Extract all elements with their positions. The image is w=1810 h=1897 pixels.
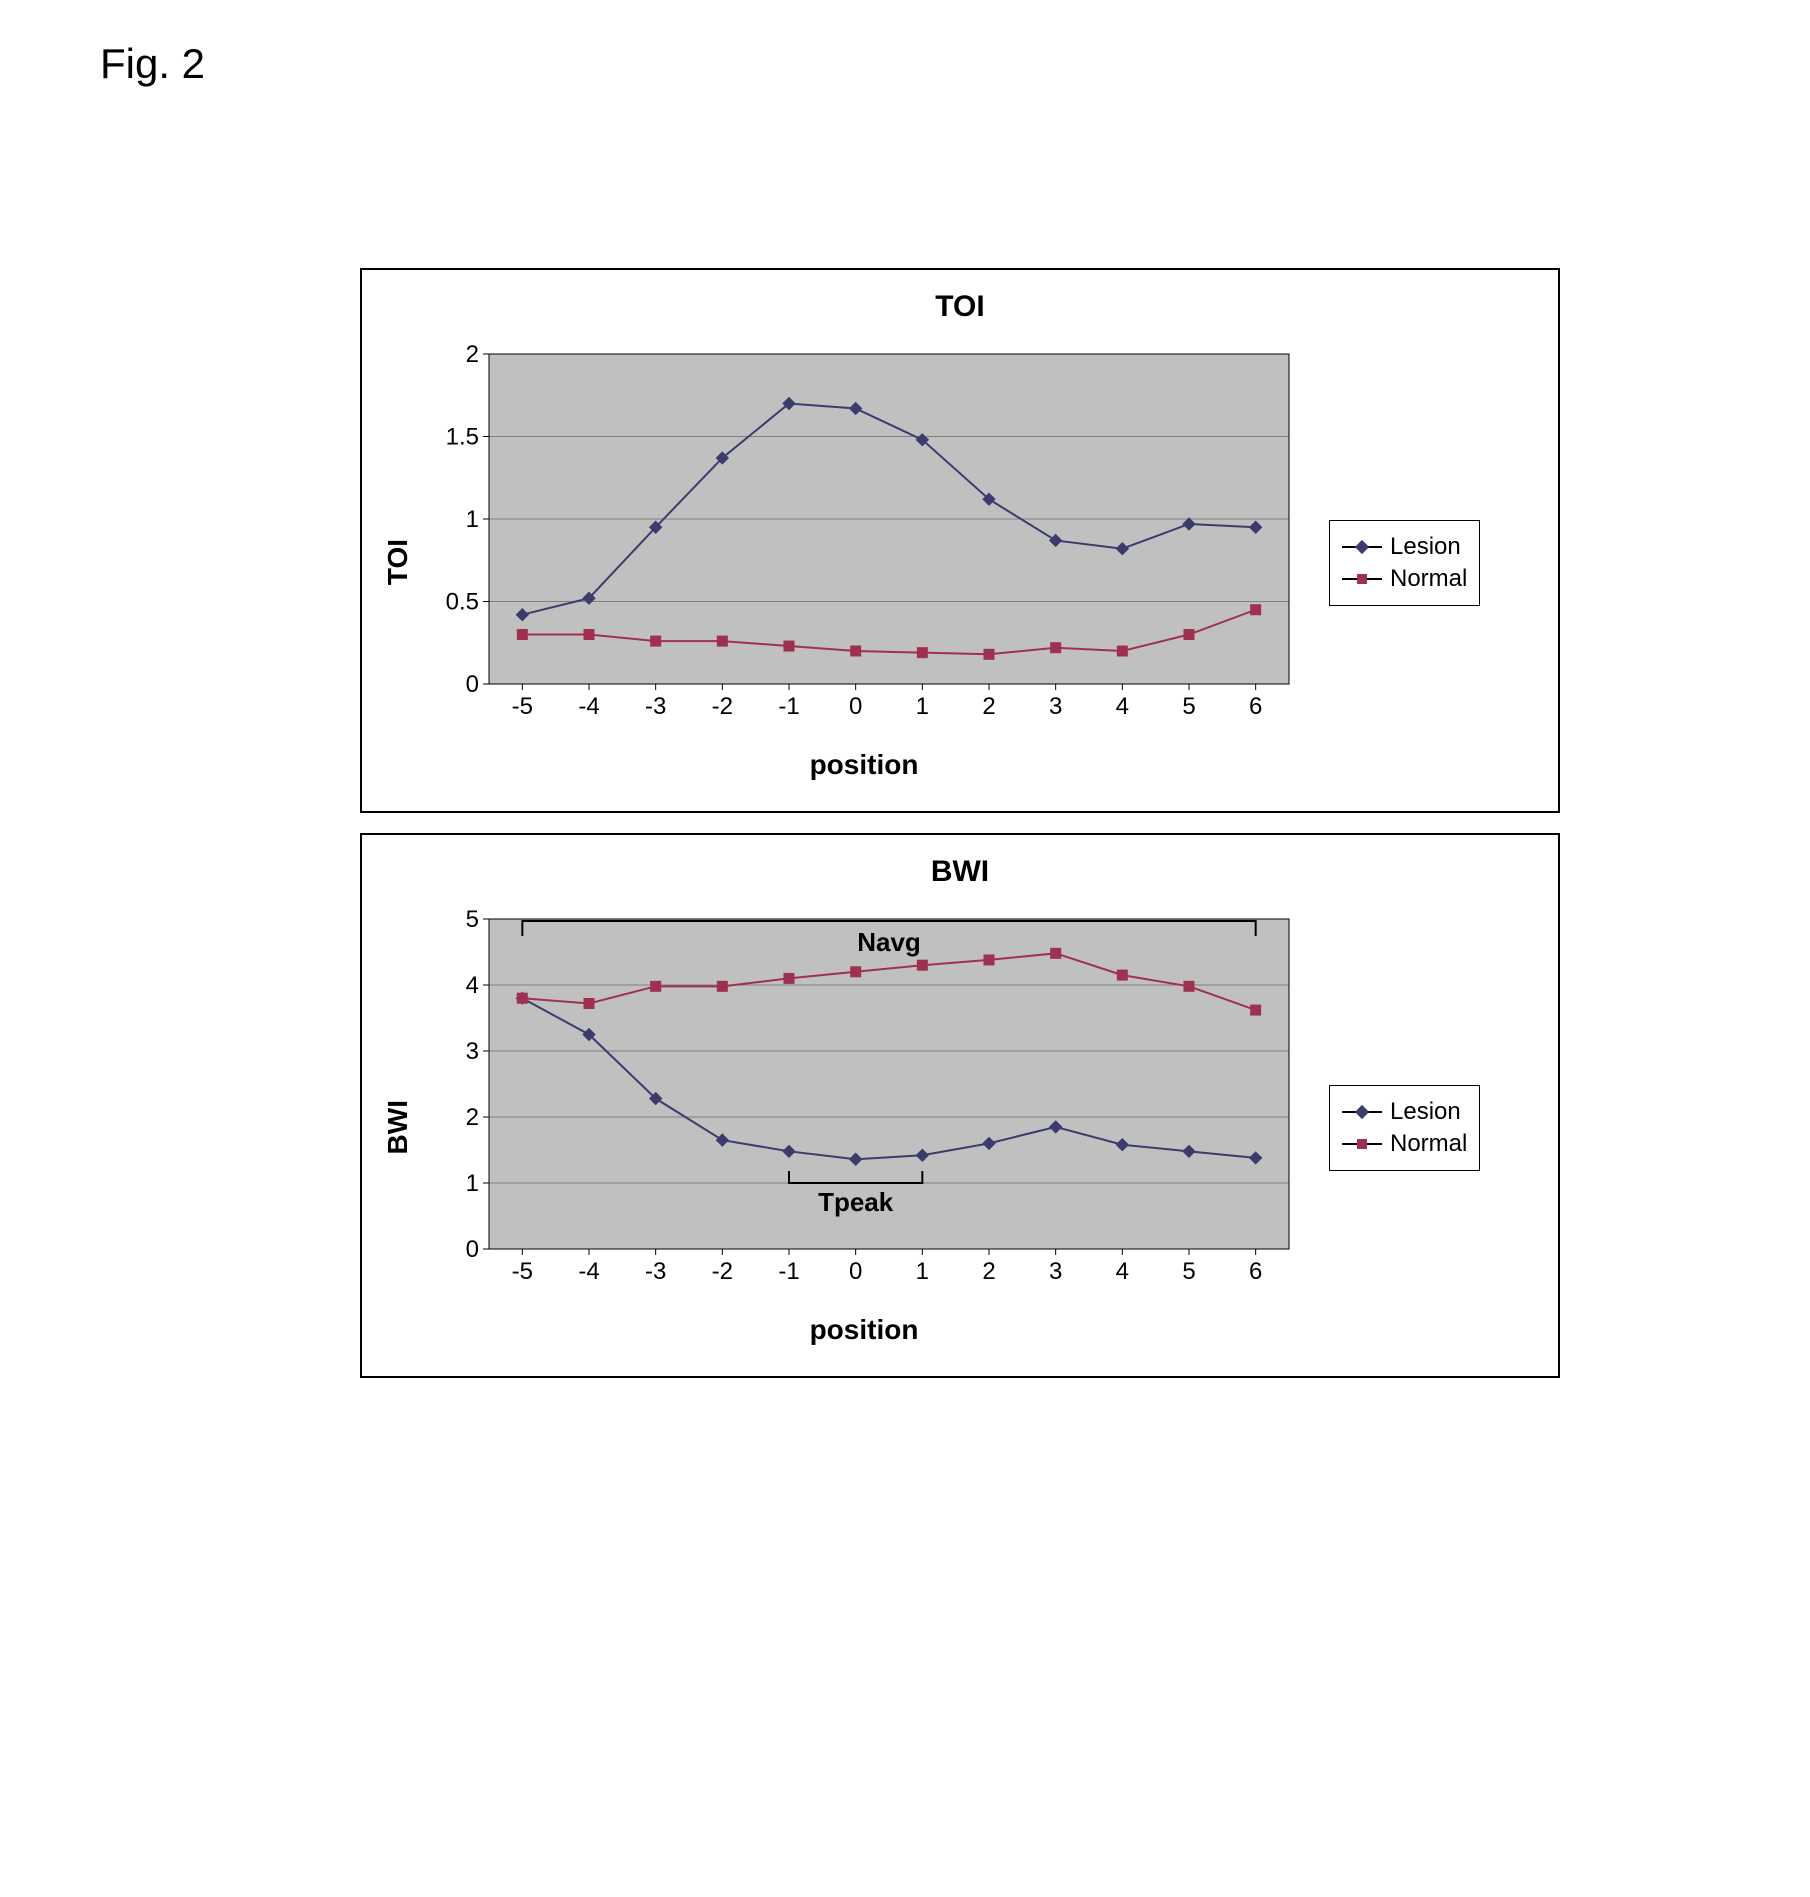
y-axis-label: TOI xyxy=(382,539,414,585)
svg-text:5: 5 xyxy=(466,909,479,933)
svg-text:4: 4 xyxy=(466,972,479,999)
svg-text:-5: -5 xyxy=(512,1258,533,1285)
svg-text:3: 3 xyxy=(1049,693,1062,720)
svg-text:6: 6 xyxy=(1249,1258,1262,1285)
x-axis-label: position xyxy=(429,1314,1299,1346)
svg-text:6: 6 xyxy=(1249,693,1262,720)
svg-text:1.5: 1.5 xyxy=(446,424,479,451)
chart-title: BWI xyxy=(382,855,1538,889)
svg-text:4: 4 xyxy=(1116,693,1129,720)
svg-text:2: 2 xyxy=(466,1104,479,1131)
legend-label: Normal xyxy=(1390,565,1467,593)
legend: Lesion Normal xyxy=(1329,1085,1480,1171)
y-axis-label: BWI xyxy=(382,1100,414,1154)
x-axis-label: position xyxy=(429,749,1299,781)
chart-bwi: BWI BWI 0 1 2 3 4 5 -5 -4 -3 -2 -1 0 1 2 3 4 5 6 Navg Tpeak… xyxy=(360,833,1560,1378)
chart-title: TOI xyxy=(382,290,1538,324)
svg-text:5: 5 xyxy=(1182,1258,1195,1285)
legend: Lesion Normal xyxy=(1329,520,1480,606)
svg-text:-5: -5 xyxy=(512,693,533,720)
svg-text:-4: -4 xyxy=(578,1258,599,1285)
svg-text:2: 2 xyxy=(982,693,995,720)
chart-toi: TOI TOI 0 0.5 1 1.5 2 -5 -4 -3 -2 -1 0 1 2 3 4 5 6 posit… xyxy=(360,268,1560,813)
svg-text:0.5: 0.5 xyxy=(446,589,479,616)
legend-label: Lesion xyxy=(1390,1098,1461,1126)
svg-text:-2: -2 xyxy=(712,1258,733,1285)
svg-text:2: 2 xyxy=(982,1258,995,1285)
svg-text:-3: -3 xyxy=(645,693,666,720)
charts-container: TOI TOI 0 0.5 1 1.5 2 -5 -4 -3 -2 -1 0 1 2 3 4 5 6 posit… xyxy=(360,268,1560,1378)
svg-text:-3: -3 xyxy=(645,1258,666,1285)
svg-text:4: 4 xyxy=(1116,1258,1129,1285)
svg-text:0: 0 xyxy=(466,1236,479,1263)
svg-text:5: 5 xyxy=(1182,693,1195,720)
svg-text:3: 3 xyxy=(466,1038,479,1065)
svg-text:2: 2 xyxy=(466,344,479,368)
svg-text:1: 1 xyxy=(466,1170,479,1197)
svg-text:1: 1 xyxy=(916,1258,929,1285)
plot-area: 0 1 2 3 4 5 -5 -4 -3 -2 -1 0 1 2 3 4 5 6 Navg Tpeak xyxy=(429,909,1299,1299)
svg-text:-2: -2 xyxy=(712,693,733,720)
legend-label: Lesion xyxy=(1390,533,1461,561)
legend-item-lesion: Lesion xyxy=(1342,1098,1467,1126)
svg-text:1: 1 xyxy=(466,506,479,533)
svg-text:1: 1 xyxy=(916,693,929,720)
svg-text:-1: -1 xyxy=(778,1258,799,1285)
legend-item-normal: Normal xyxy=(1342,1130,1467,1158)
svg-text:Tpeak: Tpeak xyxy=(818,1187,894,1217)
figure-label: Fig. 2 xyxy=(100,40,1770,88)
legend-item-normal: Normal xyxy=(1342,565,1467,593)
svg-text:0: 0 xyxy=(849,693,862,720)
svg-text:-4: -4 xyxy=(578,693,599,720)
plot-area: 0 0.5 1 1.5 2 -5 -4 -3 -2 -1 0 1 2 3 4 5 6 xyxy=(429,344,1299,734)
legend-item-lesion: Lesion xyxy=(1342,533,1467,561)
legend-label: Normal xyxy=(1390,1130,1467,1158)
svg-text:0: 0 xyxy=(849,1258,862,1285)
svg-text:3: 3 xyxy=(1049,1258,1062,1285)
svg-text:-1: -1 xyxy=(778,693,799,720)
svg-text:Navg: Navg xyxy=(857,927,921,957)
svg-text:0: 0 xyxy=(466,671,479,698)
